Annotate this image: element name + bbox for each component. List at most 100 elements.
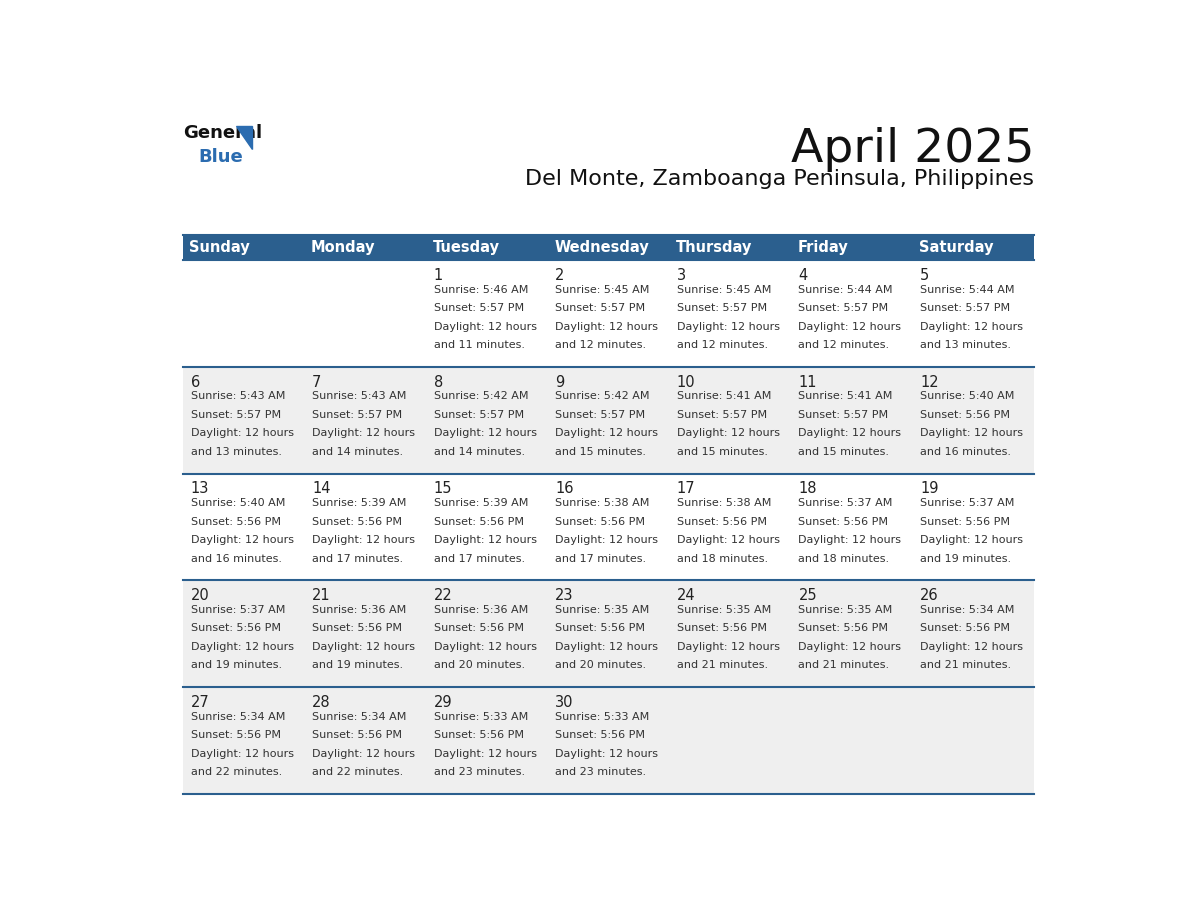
- Text: and 17 minutes.: and 17 minutes.: [434, 554, 525, 564]
- Bar: [305, 235, 426, 261]
- Text: Daylight: 12 hours: Daylight: 12 hours: [434, 642, 537, 652]
- Text: Sunrise: 5:37 AM: Sunrise: 5:37 AM: [920, 498, 1015, 508]
- Text: and 22 minutes.: and 22 minutes.: [190, 767, 282, 778]
- Text: 2: 2: [555, 268, 564, 283]
- Text: Daylight: 12 hours: Daylight: 12 hours: [555, 642, 658, 652]
- Text: and 19 minutes.: and 19 minutes.: [312, 660, 404, 670]
- Text: Sunrise: 5:43 AM: Sunrise: 5:43 AM: [190, 391, 285, 401]
- Text: 11: 11: [798, 375, 817, 389]
- Text: 26: 26: [920, 588, 939, 603]
- Bar: [183, 580, 305, 688]
- Text: 14: 14: [312, 481, 330, 497]
- Bar: [912, 367, 1035, 474]
- Text: Daylight: 12 hours: Daylight: 12 hours: [190, 749, 293, 758]
- Text: Sunset: 5:57 PM: Sunset: 5:57 PM: [555, 303, 645, 313]
- Text: Sunrise: 5:38 AM: Sunrise: 5:38 AM: [555, 498, 650, 508]
- Text: Sunset: 5:57 PM: Sunset: 5:57 PM: [434, 303, 524, 313]
- Text: Daylight: 12 hours: Daylight: 12 hours: [555, 749, 658, 758]
- Text: Thursday: Thursday: [676, 241, 752, 255]
- Text: 19: 19: [920, 481, 939, 497]
- Text: Sunrise: 5:40 AM: Sunrise: 5:40 AM: [190, 498, 285, 508]
- Text: Friday: Friday: [797, 241, 848, 255]
- Text: Daylight: 12 hours: Daylight: 12 hours: [555, 321, 658, 331]
- Text: Daylight: 12 hours: Daylight: 12 hours: [312, 642, 416, 652]
- Text: Sunrise: 5:42 AM: Sunrise: 5:42 AM: [555, 391, 650, 401]
- Text: 8: 8: [434, 375, 443, 389]
- Text: 30: 30: [555, 695, 574, 710]
- Text: and 21 minutes.: and 21 minutes.: [920, 660, 1011, 670]
- Bar: [548, 580, 670, 688]
- Text: and 15 minutes.: and 15 minutes.: [798, 447, 890, 457]
- Text: Sunday: Sunday: [189, 241, 251, 255]
- Bar: [183, 474, 305, 580]
- Text: 27: 27: [190, 695, 209, 710]
- Text: and 20 minutes.: and 20 minutes.: [434, 660, 525, 670]
- Text: 28: 28: [312, 695, 331, 710]
- Text: Sunrise: 5:37 AM: Sunrise: 5:37 AM: [798, 498, 893, 508]
- Text: 4: 4: [798, 268, 808, 283]
- Text: Daylight: 12 hours: Daylight: 12 hours: [434, 749, 537, 758]
- Text: and 22 minutes.: and 22 minutes.: [312, 767, 404, 778]
- Text: and 23 minutes.: and 23 minutes.: [555, 767, 646, 778]
- Text: Sunrise: 5:34 AM: Sunrise: 5:34 AM: [312, 711, 406, 722]
- Text: Daylight: 12 hours: Daylight: 12 hours: [798, 321, 902, 331]
- Bar: [791, 367, 912, 474]
- Text: 25: 25: [798, 588, 817, 603]
- Text: Daylight: 12 hours: Daylight: 12 hours: [920, 535, 1023, 545]
- Text: 9: 9: [555, 375, 564, 389]
- Text: Blue: Blue: [198, 148, 244, 166]
- Text: and 19 minutes.: and 19 minutes.: [190, 660, 282, 670]
- Text: Sunrise: 5:39 AM: Sunrise: 5:39 AM: [434, 498, 529, 508]
- Text: Sunset: 5:56 PM: Sunset: 5:56 PM: [555, 517, 645, 527]
- Text: and 12 minutes.: and 12 minutes.: [555, 341, 646, 351]
- Text: Daylight: 12 hours: Daylight: 12 hours: [434, 535, 537, 545]
- Text: Sunset: 5:57 PM: Sunset: 5:57 PM: [312, 410, 403, 420]
- Bar: [912, 688, 1035, 794]
- Text: Sunrise: 5:46 AM: Sunrise: 5:46 AM: [434, 285, 529, 295]
- Text: 17: 17: [677, 481, 695, 497]
- Text: Saturday: Saturday: [918, 241, 993, 255]
- Text: 7: 7: [312, 375, 322, 389]
- Polygon shape: [236, 126, 252, 149]
- Text: Daylight: 12 hours: Daylight: 12 hours: [434, 429, 537, 439]
- Bar: [426, 688, 548, 794]
- Text: and 21 minutes.: and 21 minutes.: [798, 660, 890, 670]
- Text: Sunrise: 5:44 AM: Sunrise: 5:44 AM: [920, 285, 1015, 295]
- Text: 15: 15: [434, 481, 453, 497]
- Bar: [426, 367, 548, 474]
- Bar: [670, 235, 791, 261]
- Bar: [426, 261, 548, 367]
- Text: Daylight: 12 hours: Daylight: 12 hours: [434, 321, 537, 331]
- Text: Daylight: 12 hours: Daylight: 12 hours: [677, 642, 781, 652]
- Bar: [912, 580, 1035, 688]
- Bar: [548, 474, 670, 580]
- Text: Daylight: 12 hours: Daylight: 12 hours: [677, 429, 781, 439]
- Text: and 12 minutes.: and 12 minutes.: [798, 341, 890, 351]
- Text: Sunset: 5:57 PM: Sunset: 5:57 PM: [677, 303, 767, 313]
- Text: Daylight: 12 hours: Daylight: 12 hours: [677, 535, 781, 545]
- Bar: [670, 367, 791, 474]
- Text: Sunset: 5:56 PM: Sunset: 5:56 PM: [190, 623, 280, 633]
- Text: and 14 minutes.: and 14 minutes.: [434, 447, 525, 457]
- Text: Sunrise: 5:45 AM: Sunrise: 5:45 AM: [677, 285, 771, 295]
- Text: Sunset: 5:56 PM: Sunset: 5:56 PM: [312, 730, 403, 740]
- Text: Monday: Monday: [311, 241, 375, 255]
- Bar: [548, 367, 670, 474]
- Bar: [670, 261, 791, 367]
- Bar: [791, 580, 912, 688]
- Text: Sunset: 5:56 PM: Sunset: 5:56 PM: [920, 410, 1010, 420]
- Text: Sunset: 5:57 PM: Sunset: 5:57 PM: [677, 410, 767, 420]
- Text: Sunset: 5:57 PM: Sunset: 5:57 PM: [555, 410, 645, 420]
- Bar: [670, 580, 791, 688]
- Text: Sunrise: 5:34 AM: Sunrise: 5:34 AM: [190, 711, 285, 722]
- Text: 21: 21: [312, 588, 331, 603]
- Text: and 16 minutes.: and 16 minutes.: [190, 554, 282, 564]
- Text: Sunrise: 5:41 AM: Sunrise: 5:41 AM: [677, 391, 771, 401]
- Text: 5: 5: [920, 268, 929, 283]
- Text: Daylight: 12 hours: Daylight: 12 hours: [190, 535, 293, 545]
- Text: Sunset: 5:56 PM: Sunset: 5:56 PM: [677, 517, 767, 527]
- Text: Daylight: 12 hours: Daylight: 12 hours: [920, 429, 1023, 439]
- Text: Sunset: 5:57 PM: Sunset: 5:57 PM: [920, 303, 1010, 313]
- Bar: [183, 688, 305, 794]
- Text: Daylight: 12 hours: Daylight: 12 hours: [190, 429, 293, 439]
